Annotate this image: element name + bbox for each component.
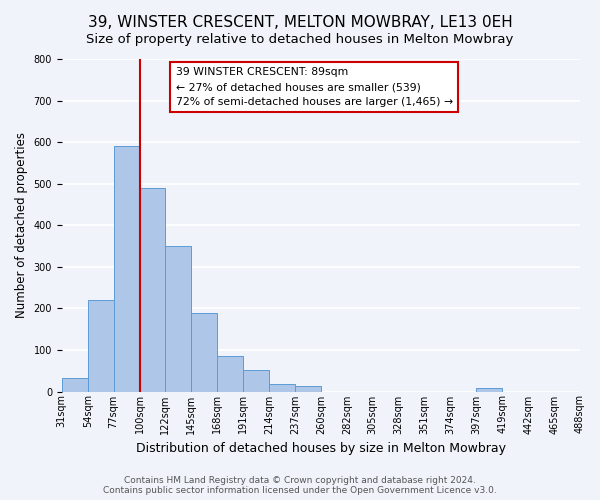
Text: 39 WINSTER CRESCENT: 89sqm
← 27% of detached houses are smaller (539)
72% of sem: 39 WINSTER CRESCENT: 89sqm ← 27% of deta… — [176, 68, 453, 107]
Bar — [217, 356, 243, 392]
Text: Size of property relative to detached houses in Melton Mowbray: Size of property relative to detached ho… — [86, 32, 514, 46]
Text: 39, WINSTER CRESCENT, MELTON MOWBRAY, LE13 0EH: 39, WINSTER CRESCENT, MELTON MOWBRAY, LE… — [88, 15, 512, 30]
X-axis label: Distribution of detached houses by size in Melton Mowbray: Distribution of detached houses by size … — [136, 442, 506, 455]
Bar — [140, 188, 166, 392]
Text: Contains HM Land Registry data © Crown copyright and database right 2024.
Contai: Contains HM Land Registry data © Crown c… — [103, 476, 497, 495]
Bar — [166, 246, 191, 392]
Bar — [62, 378, 88, 392]
Bar — [88, 300, 113, 392]
Bar — [295, 386, 321, 392]
Bar — [113, 146, 140, 392]
Bar — [191, 314, 217, 392]
Bar — [243, 370, 269, 392]
Y-axis label: Number of detached properties: Number of detached properties — [15, 132, 28, 318]
Bar — [476, 388, 502, 392]
Bar — [269, 384, 295, 392]
